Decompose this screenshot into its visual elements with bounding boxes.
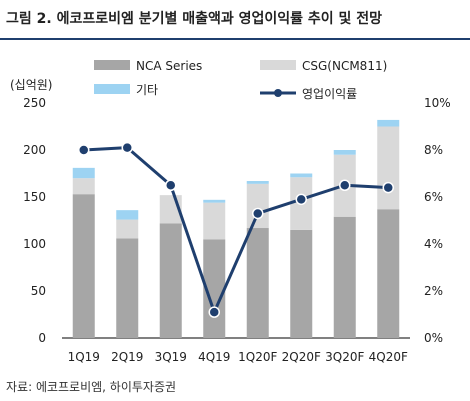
legend-label-etc: 기타 bbox=[136, 83, 158, 97]
source-note: 자료: 에코프로비엠, 하이투자증권 bbox=[6, 380, 177, 394]
bar-csg-ncm811 bbox=[377, 126, 400, 210]
line-point-operating-margin bbox=[252, 207, 264, 220]
y-right-tick: 2% bbox=[424, 284, 443, 298]
legend-swatch-etc bbox=[94, 84, 130, 94]
legend-label-margin: 영업이익률 bbox=[302, 87, 357, 101]
line-operating-margin bbox=[83, 146, 389, 314]
y-left-tick: 50 bbox=[31, 284, 46, 298]
legend-swatch-margin-point bbox=[274, 89, 282, 97]
y-right-tick: 8% bbox=[424, 143, 443, 157]
x-tick-label: 4Q20F bbox=[369, 350, 408, 364]
y-right-tick: 0% bbox=[424, 331, 443, 345]
bar-nca-series bbox=[290, 229, 313, 338]
bar-csg-ncm811 bbox=[72, 178, 95, 195]
bar-nca-series bbox=[116, 238, 139, 338]
y-left-tick: 100 bbox=[23, 237, 46, 251]
legend-label-nca: NCA Series bbox=[136, 59, 202, 73]
title-divider bbox=[0, 38, 470, 40]
y-left-tick: 150 bbox=[23, 190, 46, 204]
bar-etc bbox=[72, 167, 95, 179]
bar-nca-series bbox=[246, 228, 269, 338]
line-point-operating-margin bbox=[295, 193, 307, 206]
bar-etc bbox=[333, 150, 356, 155]
line-point-operating-margin bbox=[382, 181, 394, 194]
legend-swatch-csg bbox=[260, 60, 296, 70]
bar-etc bbox=[116, 210, 139, 220]
x-tick-label: 3Q20F bbox=[325, 350, 364, 364]
y-right-tick: 10% bbox=[424, 96, 451, 110]
y-right-tick: 4% bbox=[424, 237, 443, 251]
bar-etc bbox=[203, 199, 226, 203]
legend-label-csg: CSG(NCM811) bbox=[302, 59, 387, 73]
bar-etc bbox=[290, 173, 313, 178]
line-point-operating-margin bbox=[165, 179, 177, 191]
line-point-operating-margin bbox=[121, 141, 133, 154]
bar-nca-series bbox=[159, 223, 182, 338]
x-tick-label: 2Q20F bbox=[282, 350, 321, 364]
line-point-operating-margin bbox=[78, 144, 90, 156]
x-tick-label: 4Q19 bbox=[198, 350, 230, 364]
line-point-operating-margin bbox=[208, 306, 220, 318]
bar-csg-ncm811 bbox=[246, 183, 269, 229]
x-tick-label: 1Q19 bbox=[68, 350, 100, 364]
y-left-tick: 250 bbox=[23, 96, 46, 110]
bar-nca-series bbox=[377, 209, 400, 338]
x-tick-label: 1Q20F bbox=[238, 350, 277, 364]
x-tick-label: 2Q19 bbox=[111, 350, 143, 364]
bar-nca-series bbox=[72, 194, 95, 338]
y-left-label: (십억원) bbox=[10, 78, 52, 92]
line-point-operating-margin bbox=[339, 179, 351, 191]
legend-swatch-nca bbox=[94, 60, 130, 70]
x-tick-label: 3Q19 bbox=[155, 350, 187, 364]
bar-etc bbox=[246, 181, 269, 184]
chart-title: 그림 2. 에코프로비엠 분기별 매출액과 영업이익률 추이 및 전망 bbox=[6, 11, 383, 27]
y-left-tick: 0 bbox=[38, 331, 46, 345]
bar-nca-series bbox=[333, 216, 356, 338]
bar-csg-ncm811 bbox=[116, 219, 139, 239]
bar-etc bbox=[377, 119, 400, 127]
y-right-tick: 6% bbox=[424, 190, 443, 204]
bar-csg-ncm811 bbox=[203, 202, 226, 240]
y-left-tick: 200 bbox=[23, 143, 46, 157]
